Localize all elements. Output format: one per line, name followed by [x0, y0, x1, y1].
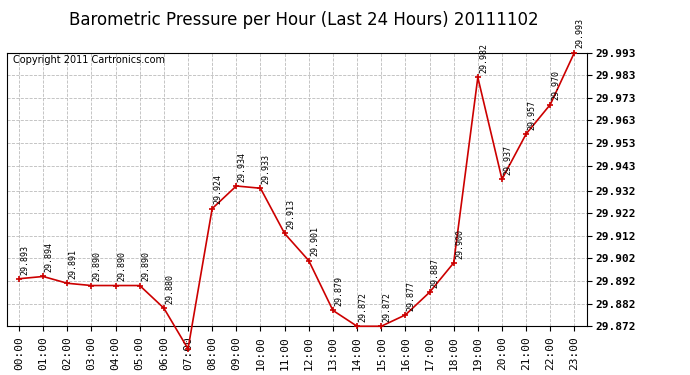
Text: 29.937: 29.937 — [504, 145, 513, 175]
Text: Copyright 2011 Cartronics.com: Copyright 2011 Cartronics.com — [12, 55, 165, 65]
Text: 29.890: 29.890 — [141, 251, 150, 281]
Text: 29.862: 29.862 — [0, 374, 1, 375]
Text: Barometric Pressure per Hour (Last 24 Hours) 20111102: Barometric Pressure per Hour (Last 24 Ho… — [69, 11, 538, 29]
Text: 29.872: 29.872 — [383, 292, 392, 322]
Text: 29.970: 29.970 — [552, 70, 561, 100]
Text: 29.894: 29.894 — [45, 242, 54, 272]
Text: 29.900: 29.900 — [455, 229, 464, 259]
Text: 29.890: 29.890 — [93, 251, 102, 281]
Text: 29.982: 29.982 — [480, 43, 489, 73]
Text: 29.993: 29.993 — [576, 18, 585, 48]
Text: 29.933: 29.933 — [262, 154, 271, 184]
Text: 29.924: 29.924 — [214, 174, 223, 204]
Text: 29.890: 29.890 — [117, 251, 126, 281]
Text: 29.901: 29.901 — [310, 226, 319, 256]
Text: 29.880: 29.880 — [166, 274, 175, 304]
Text: 29.957: 29.957 — [528, 100, 537, 130]
Text: 29.934: 29.934 — [238, 152, 247, 182]
Text: 29.872: 29.872 — [359, 292, 368, 322]
Text: 29.877: 29.877 — [407, 281, 416, 311]
Text: 29.887: 29.887 — [431, 258, 440, 288]
Text: 29.893: 29.893 — [21, 244, 30, 274]
Text: 29.913: 29.913 — [286, 200, 295, 230]
Text: 29.891: 29.891 — [69, 249, 78, 279]
Text: 29.879: 29.879 — [335, 276, 344, 306]
